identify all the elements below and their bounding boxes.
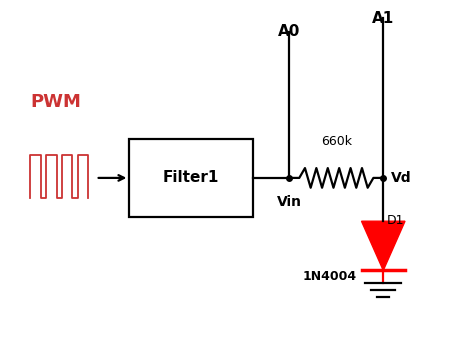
Text: Filter1: Filter1: [163, 170, 219, 185]
Polygon shape: [362, 221, 405, 270]
Bar: [129, 139, 253, 217]
Text: 1N4004: 1N4004: [302, 270, 356, 283]
Text: A1: A1: [372, 11, 394, 26]
Text: Vd: Vd: [391, 171, 412, 185]
Text: Vin: Vin: [277, 195, 302, 209]
Text: D1: D1: [387, 214, 405, 227]
Text: A0: A0: [278, 24, 301, 39]
Text: 660k: 660k: [321, 135, 352, 148]
Text: PWM: PWM: [30, 93, 82, 111]
